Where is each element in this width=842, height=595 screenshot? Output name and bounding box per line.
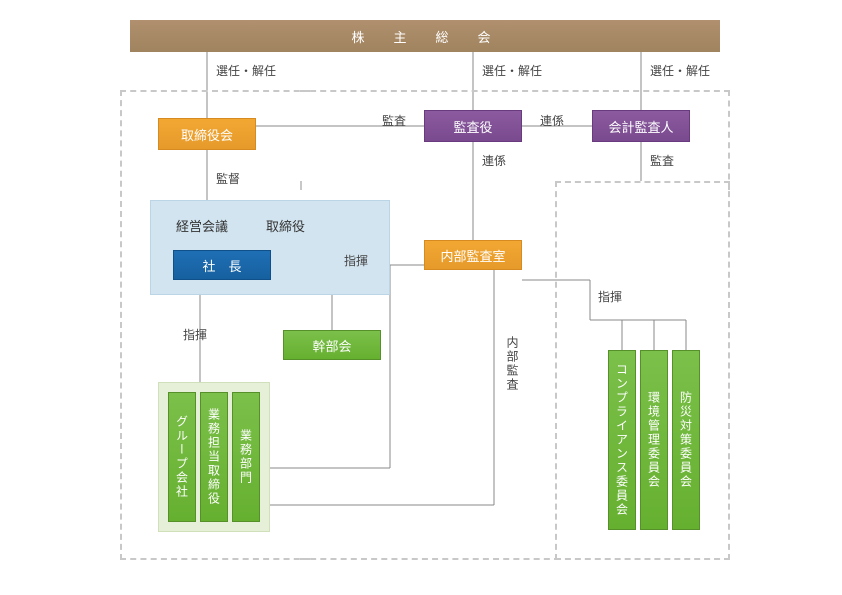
label-l9: 指揮 [344, 252, 368, 269]
label-l11: 内部監査 [504, 336, 521, 392]
dash-bottom-extend [300, 558, 560, 560]
node-biz-group: グループ会社 [168, 392, 196, 522]
dash-mid-vert [300, 181, 302, 190]
panel-keiei: 経営会議 取締役 [150, 200, 390, 295]
panel-keiei-label-1: 経営会議 [176, 216, 228, 235]
node-kanbukai: 幹部会 [283, 330, 381, 360]
label-l3: 選任・解任 [650, 62, 710, 79]
node-kankyou: 環境管理委員会 [640, 350, 668, 530]
label-l10: 指揮 [183, 326, 207, 343]
label-l4: 監査 [382, 112, 406, 129]
label-l8: 監督 [216, 170, 240, 187]
node-torishimari: 取締役会 [158, 118, 256, 150]
panel-keiei-label-2: 取締役 [266, 216, 305, 235]
label-l2: 選任・解任 [482, 62, 542, 79]
label-l12: 指揮 [598, 288, 622, 305]
label-l7: 監査 [650, 152, 674, 169]
node-bousai: 防災対策委員会 [672, 350, 700, 530]
node-kaikeikansa: 会計監査人 [592, 110, 690, 142]
label-l1: 選任・解任 [216, 62, 276, 79]
node-shacho: 社 長 [173, 250, 271, 280]
label-l6: 連係 [482, 152, 506, 169]
node-biz-tantou: 業務担当取締役 [200, 392, 228, 522]
node-compliance: コンプライアンス委員会 [608, 350, 636, 530]
node-naibukansa: 内部監査室 [424, 240, 522, 270]
node-kansayaku: 監査役 [424, 110, 522, 142]
node-biz-bumon: 業務部門 [232, 392, 260, 522]
node-sokai: 株 主 総 会 [130, 20, 720, 52]
label-l5: 連係 [540, 112, 564, 129]
